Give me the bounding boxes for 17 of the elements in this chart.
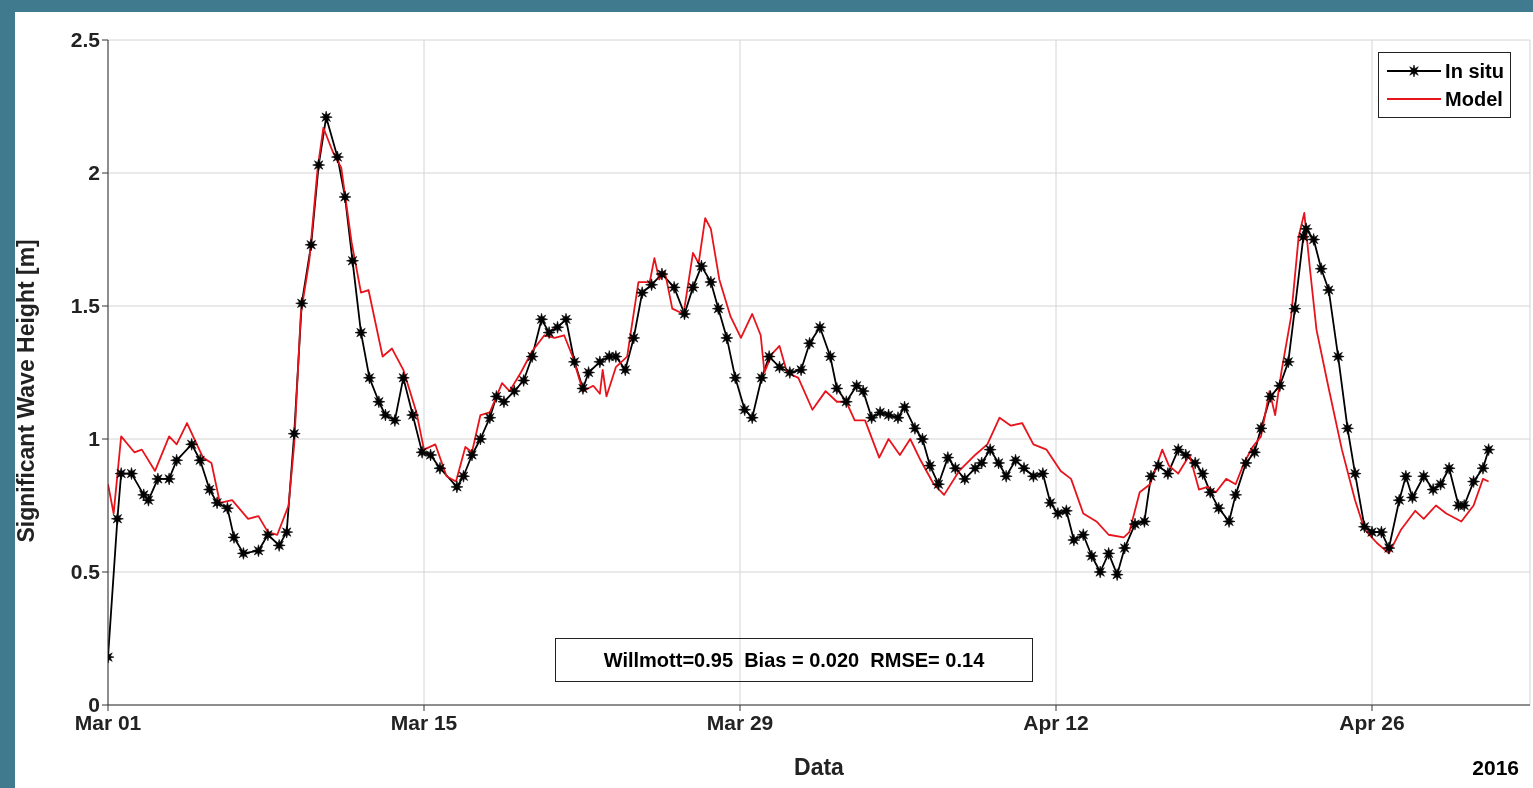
y-tick-label: 2 — [88, 161, 100, 185]
y-tick-label: 1 — [88, 427, 101, 451]
x-tick-label: Mar 29 — [706, 710, 774, 734]
annotation: Willmott=0.95 Bias = 0.020 RMSE= 0.14 — [603, 648, 985, 672]
y-tick-label: 0.5 — [70, 560, 101, 584]
legend-label: Model — [1445, 87, 1503, 111]
x-tick-label: Apr 26 — [1339, 710, 1405, 734]
y-tick-label: 1.5 — [70, 294, 101, 318]
y-tick-label: 0 — [88, 693, 100, 717]
text: 2016 — [1472, 756, 1519, 780]
legend-label: In situ — [1445, 59, 1504, 83]
x-tick-label: Mar 15 — [390, 710, 458, 734]
x-tick-label: Apr 12 — [1023, 710, 1089, 734]
x-axis-title: Data — [794, 754, 845, 780]
y-axis-title: Significant Wave Height [m] — [13, 239, 40, 543]
line-series — [108, 126, 1490, 555]
y-tick-label: 2.5 — [70, 28, 101, 52]
